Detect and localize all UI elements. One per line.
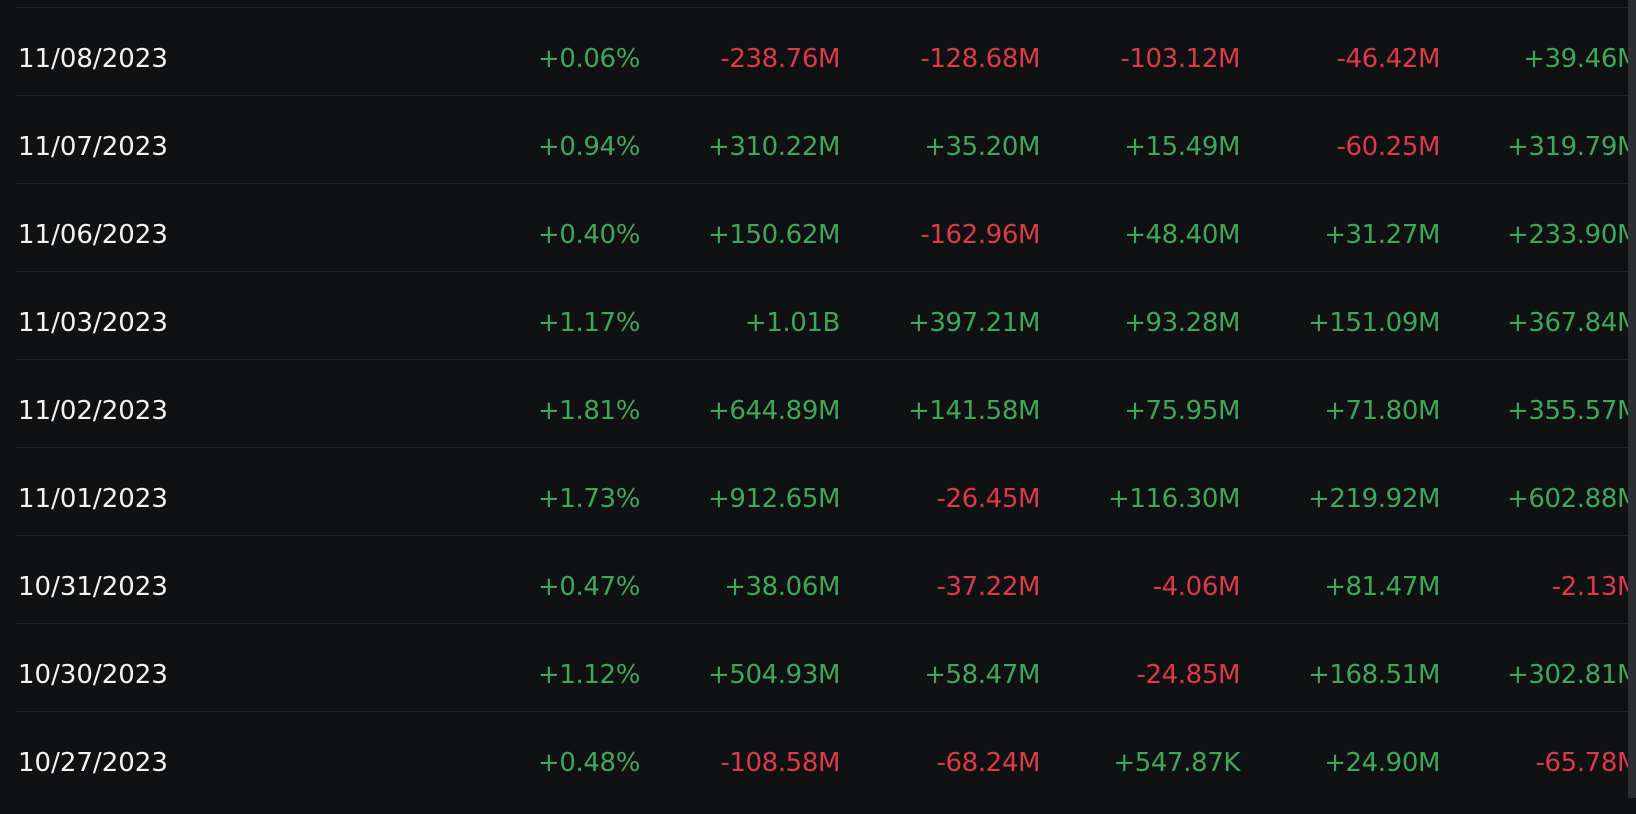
- value-cell-1: +504.93M: [708, 660, 840, 690]
- value-cell-2: +397.21M: [908, 308, 1040, 338]
- percent-change-cell: +1.12%: [538, 660, 640, 690]
- value-cell-5: +602.88M: [1507, 484, 1636, 514]
- value-cell-4: +81.47M: [1324, 572, 1440, 602]
- value-cell-3: -24.85M: [1136, 660, 1241, 690]
- value-cell-5: +367.84M: [1507, 308, 1636, 338]
- value-cell-3: -4.06M: [1152, 572, 1241, 602]
- value-cell-2: +35.20M: [924, 132, 1040, 162]
- date-cell: 10/31/2023: [18, 572, 168, 602]
- data-table: 11/08/2023 +0.06% -238.76M -128.68M -103…: [16, 0, 1636, 800]
- value-cell-2: -128.68M: [920, 44, 1040, 74]
- table-row[interactable]: 10/27/2023 +0.48% -108.58M -68.24M +547.…: [16, 712, 1636, 800]
- value-cell-4: +24.90M: [1324, 748, 1440, 778]
- value-cell-2: -37.22M: [936, 572, 1041, 602]
- percent-change-cell: +0.94%: [538, 132, 640, 162]
- value-cell-3: +93.28M: [1124, 308, 1240, 338]
- percent-change-cell: +1.73%: [538, 484, 640, 514]
- value-cell-5: +39.46M: [1523, 44, 1636, 74]
- table-top-divider: [16, 7, 1628, 8]
- value-cell-1: +38.06M: [724, 572, 840, 602]
- table-row[interactable]: 11/06/2023 +0.40% +150.62M -162.96M +48.…: [16, 184, 1636, 272]
- value-cell-3: -103.12M: [1120, 44, 1240, 74]
- date-cell: 11/07/2023: [18, 132, 168, 162]
- value-cell-4: -46.42M: [1336, 44, 1441, 74]
- value-cell-4: -60.25M: [1336, 132, 1441, 162]
- date-cell: 11/01/2023: [18, 484, 168, 514]
- value-cell-1: -238.76M: [720, 44, 840, 74]
- value-cell-1: +1.01B: [744, 308, 841, 338]
- value-cell-2: -26.45M: [936, 484, 1041, 514]
- percent-change-cell: +1.81%: [538, 396, 640, 426]
- value-cell-4: +31.27M: [1324, 220, 1440, 250]
- vertical-scrollbar[interactable]: [1628, 0, 1636, 798]
- value-cell-1: +310.22M: [708, 132, 840, 162]
- value-cell-4: +168.51M: [1308, 660, 1440, 690]
- value-cell-5: -2.13M: [1551, 572, 1636, 602]
- value-cell-5: +233.90M: [1507, 220, 1636, 250]
- percent-change-cell: +0.40%: [538, 220, 640, 250]
- value-cell-2: +58.47M: [924, 660, 1040, 690]
- date-cell: 10/27/2023: [18, 748, 168, 778]
- value-cell-3: +15.49M: [1124, 132, 1240, 162]
- date-cell: 10/30/2023: [18, 660, 168, 690]
- date-cell: 11/02/2023: [18, 396, 168, 426]
- value-cell-2: +141.58M: [908, 396, 1040, 426]
- table-row[interactable]: 10/30/2023 +1.12% +504.93M +58.47M -24.8…: [16, 624, 1636, 712]
- value-cell-1: +912.65M: [708, 484, 840, 514]
- value-cell-4: +71.80M: [1324, 396, 1440, 426]
- percent-change-cell: +1.17%: [538, 308, 640, 338]
- value-cell-3: +75.95M: [1124, 396, 1240, 426]
- table-row[interactable]: 11/01/2023 +1.73% +912.65M -26.45M +116.…: [16, 448, 1636, 536]
- value-cell-1: +150.62M: [708, 220, 840, 250]
- table-row[interactable]: 11/02/2023 +1.81% +644.89M +141.58M +75.…: [16, 360, 1636, 448]
- value-cell-4: +219.92M: [1308, 484, 1440, 514]
- value-cell-4: +151.09M: [1308, 308, 1440, 338]
- percent-change-cell: +0.06%: [538, 44, 640, 74]
- value-cell-5: +319.79M: [1507, 132, 1636, 162]
- value-cell-5: +355.57M: [1507, 396, 1636, 426]
- value-cell-2: -162.96M: [920, 220, 1040, 250]
- value-cell-3: +48.40M: [1124, 220, 1240, 250]
- value-cell-5: -65.78M: [1535, 748, 1636, 778]
- value-cell-2: -68.24M: [936, 748, 1041, 778]
- table-row[interactable]: 11/08/2023 +0.06% -238.76M -128.68M -103…: [16, 8, 1636, 96]
- value-cell-3: +116.30M: [1108, 484, 1240, 514]
- percent-change-cell: +0.47%: [538, 572, 640, 602]
- date-cell: 11/06/2023: [18, 220, 168, 250]
- value-cell-5: +302.81M: [1507, 660, 1636, 690]
- percent-change-cell: +0.48%: [538, 748, 640, 778]
- date-cell: 11/08/2023: [18, 44, 168, 74]
- value-cell-1: +644.89M: [708, 396, 840, 426]
- table-row[interactable]: 10/31/2023 +0.47% +38.06M -37.22M -4.06M…: [16, 536, 1636, 624]
- date-cell: 11/03/2023: [18, 308, 168, 338]
- table-row[interactable]: 11/07/2023 +0.94% +310.22M +35.20M +15.4…: [16, 96, 1636, 184]
- value-cell-3: +547.87K: [1113, 748, 1240, 778]
- value-cell-1: -108.58M: [720, 748, 840, 778]
- table-row[interactable]: 11/03/2023 +1.17% +1.01B +397.21M +93.28…: [16, 272, 1636, 360]
